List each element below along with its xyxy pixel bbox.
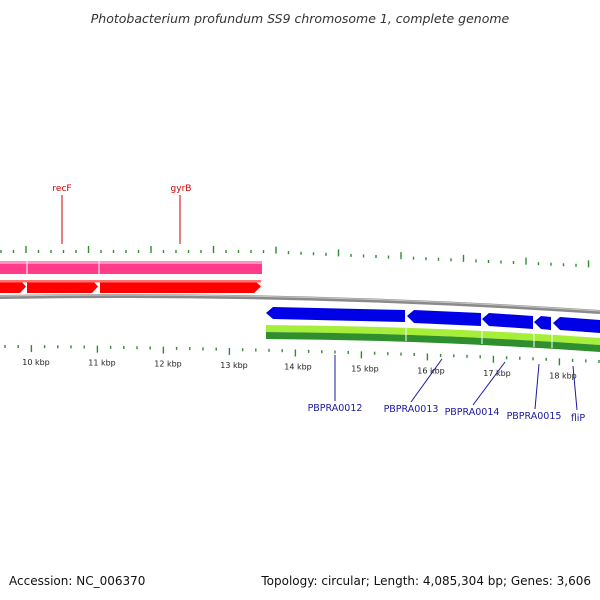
gene-label-PBPRA0012[interactable]: PBPRA0012	[308, 403, 363, 414]
label-leader-line	[410, 358, 443, 403]
forward-feature-band[interactable]	[0, 261, 262, 274]
label-leader-line	[472, 361, 506, 406]
reverse-feature-band-dark[interactable]	[266, 332, 600, 352]
forward-gene-highlight	[0, 280, 261, 283]
gene-label-PBPRA0015[interactable]: PBPRA0015	[507, 411, 562, 422]
scale-label: 18 kbp	[549, 371, 577, 380]
reverse-strand	[266, 307, 600, 352]
gene-label-PBPRA0013[interactable]: PBPRA0013	[384, 404, 439, 415]
genome-backbone-highlight	[0, 294, 600, 312]
genome-backbone	[0, 294, 600, 314]
scale-label: 14 kbp	[284, 363, 312, 372]
gene-label-group-reverse: PBPRA0012 PBPRA0013 PBPRA0014 PBPRA0015 …	[308, 355, 586, 424]
scale-label: 11 kbp	[88, 359, 116, 368]
gene-label-recF[interactable]: recF	[52, 184, 71, 194]
map-title: Photobacterium profundum SS9 chromosome …	[91, 11, 510, 26]
gene-arrow-reverse-PBPRA0014[interactable]	[482, 313, 533, 329]
gene-arrow-forward-gyrB[interactable]	[100, 280, 261, 293]
gene-label-gyrB[interactable]: gyrB	[171, 184, 192, 194]
scale-label: 15 kbp	[351, 364, 379, 373]
gene-arrow-reverse-fliP[interactable]	[553, 317, 600, 333]
gene-label-group-forward: recF gyrB	[52, 184, 191, 244]
reverse-feature-band-light[interactable]	[266, 325, 600, 345]
tick-row-lower	[4, 345, 600, 366]
gene-arrow-forward[interactable]	[0, 280, 26, 293]
genome-summary-text: Topology: circular; Length: 4,085,304 bp…	[260, 574, 591, 588]
tick-row-upper	[0, 246, 590, 268]
scale-label: 10 kbp	[22, 358, 50, 367]
gene-arrow-forward-recF[interactable]	[27, 280, 98, 293]
scale-label: 16 kbp	[417, 367, 445, 376]
gene-arrow-reverse-PBPRA0013[interactable]	[407, 310, 481, 326]
gene-label-PBPRA0014[interactable]: PBPRA0014	[445, 407, 500, 418]
forward-strand	[0, 261, 262, 293]
forward-feature-highlight	[0, 261, 262, 264]
label-leader-line	[572, 365, 578, 411]
accession-text: Accession: NC_006370	[9, 574, 145, 588]
gene-arrow-reverse-PBPRA0015[interactable]	[534, 316, 551, 330]
label-leader-line	[534, 363, 540, 410]
gene-label-fliP[interactable]: fliP	[571, 413, 586, 424]
scale-label: 12 kbp	[154, 360, 182, 369]
gene-arrow-reverse-PBPRA0012[interactable]	[266, 307, 405, 322]
scale-label: 13 kbp	[220, 361, 248, 370]
